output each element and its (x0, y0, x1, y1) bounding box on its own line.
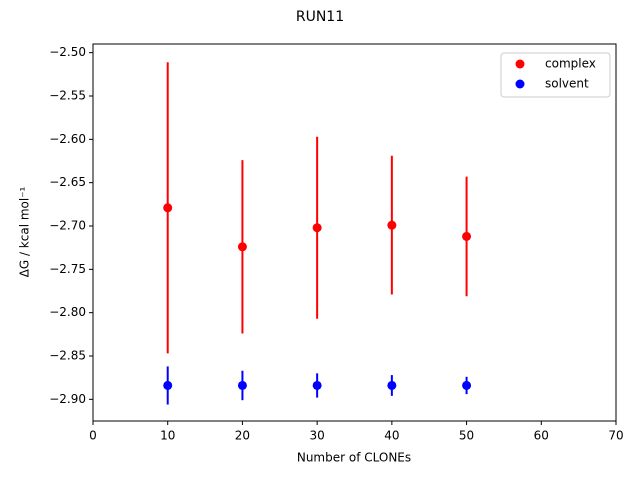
x-tick-label: 70 (608, 429, 623, 443)
point (462, 380, 472, 390)
y-tick-label: −2.65 (49, 175, 86, 189)
y-tick-label: −2.85 (49, 349, 86, 363)
y-tick-label: −2.80 (49, 305, 86, 319)
point (387, 380, 397, 390)
legend-marker (515, 59, 525, 69)
y-tick-label: −2.55 (49, 89, 86, 103)
y-tick-label: −2.60 (49, 132, 86, 146)
y-tick-label: −2.75 (49, 262, 86, 276)
chart-title: RUN11 (296, 9, 344, 25)
x-tick-label: 40 (384, 429, 399, 443)
y-tick-label: −2.50 (49, 45, 86, 59)
x-tick-label: 20 (235, 429, 250, 443)
point (237, 380, 247, 390)
x-tick-label: 60 (534, 429, 549, 443)
point (163, 203, 173, 213)
x-axis-label: Number of CLONEs (297, 451, 411, 465)
point (462, 231, 472, 241)
legend-label: complex (545, 57, 596, 71)
legend-box (500, 52, 611, 98)
point (312, 223, 322, 233)
y-axis-label: ΔG / kcal mol⁻¹ (18, 186, 32, 277)
x-tick-label: 50 (459, 429, 474, 443)
legend-label: solvent (545, 77, 589, 91)
x-tick-label: 10 (160, 429, 175, 443)
axes-frame (92, 43, 617, 422)
x-tick-label: 0 (89, 429, 97, 443)
y-tick-label: −2.90 (49, 392, 86, 406)
point (237, 242, 247, 252)
point (387, 220, 397, 230)
y-tick-label: −2.70 (49, 219, 86, 233)
point (312, 380, 322, 390)
point (163, 380, 173, 390)
legend-marker (515, 79, 525, 89)
x-tick-label: 30 (310, 429, 325, 443)
